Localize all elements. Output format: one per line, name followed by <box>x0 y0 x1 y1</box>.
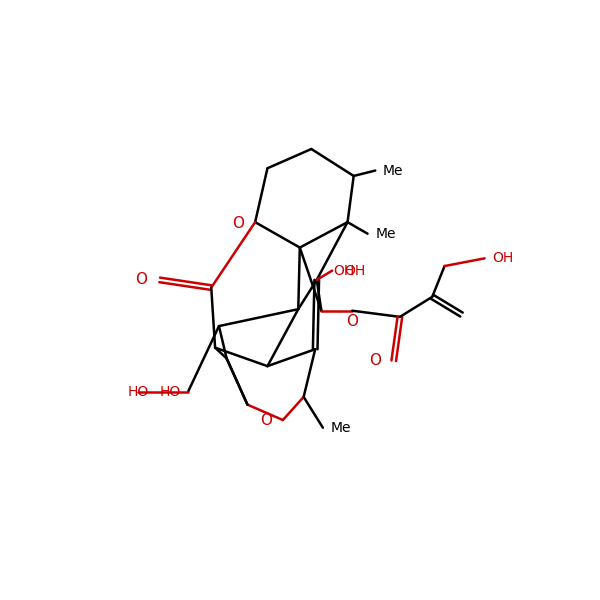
Text: O: O <box>346 314 358 329</box>
Text: HO: HO <box>159 385 181 398</box>
Text: Me: Me <box>331 421 351 435</box>
Text: OH: OH <box>493 251 514 265</box>
Text: O: O <box>136 272 148 287</box>
Text: OH: OH <box>344 263 366 278</box>
Text: Me: Me <box>375 227 396 241</box>
Text: HO: HO <box>127 385 149 398</box>
Text: OH: OH <box>334 263 355 278</box>
Text: O: O <box>370 353 382 368</box>
Text: O: O <box>260 413 272 428</box>
Text: O: O <box>232 216 244 231</box>
Text: Me: Me <box>383 164 403 178</box>
